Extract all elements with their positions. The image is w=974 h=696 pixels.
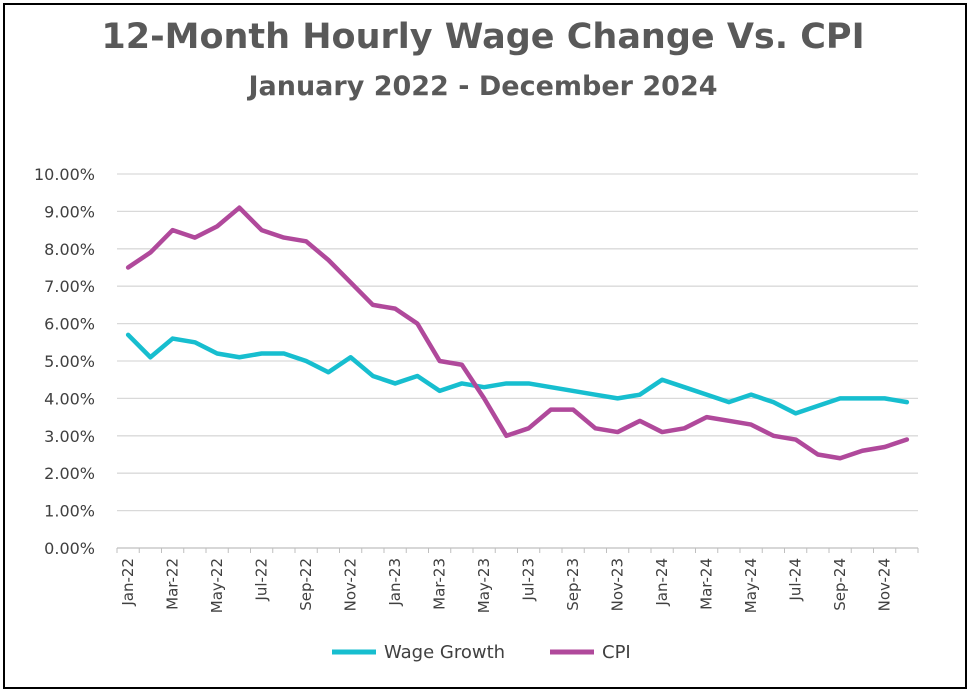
y-tick-label: 8.00%	[44, 240, 95, 259]
x-tick-label: Jan-23	[386, 558, 404, 607]
legend-label-wage-growth: Wage Growth	[384, 642, 505, 663]
x-tick-label: Jul-23	[520, 558, 538, 602]
x-tick-label: Mar-22	[164, 558, 182, 610]
series-line-cpi	[125, 205, 910, 461]
x-tick-label: Mar-23	[431, 558, 449, 610]
x-tick-label: May-24	[742, 558, 760, 613]
x-tick-label: Mar-24	[698, 558, 716, 610]
y-tick-label: 6.00%	[44, 315, 95, 334]
x-tick-label: Nov-23	[609, 558, 627, 611]
y-tick-label: 0.00%	[44, 539, 95, 558]
series-line-wage-growth	[125, 332, 910, 416]
y-tick-label: 7.00%	[44, 277, 95, 296]
y-tick-label: 5.00%	[44, 352, 95, 371]
y-tick-label: 3.00%	[44, 427, 95, 446]
chart-title: 12-Month Hourly Wage Change Vs. CPI	[101, 17, 864, 57]
chart-subtitle: January 2022 - December 2024	[246, 71, 717, 102]
legend: Wage Growth CPI	[332, 642, 631, 663]
x-tick-label: May-23	[475, 558, 493, 613]
x-tick-label: Jul-24	[787, 558, 805, 602]
x-tick-label: Nov-22	[342, 558, 360, 611]
y-axis: 0.00% 1.00% 2.00% 3.00% 4.00% 5.00% 6.00% 7.00%…	[34, 165, 95, 558]
y-tick-label: 9.00%	[44, 202, 95, 221]
series-lines	[125, 205, 910, 461]
gridlines	[117, 173, 918, 512]
x-tick-label: Sep-22	[297, 558, 315, 611]
x-tick-label: Sep-24	[831, 558, 849, 611]
x-tick-label: Jul-22	[253, 558, 271, 602]
x-tick-label: Sep-23	[564, 558, 582, 611]
y-tick-label: 1.00%	[44, 502, 95, 521]
x-tick-label: Nov-24	[876, 558, 894, 611]
y-tick-label: 2.00%	[44, 464, 95, 483]
y-tick-label: 4.00%	[44, 389, 95, 408]
legend-label-cpi: CPI	[602, 642, 631, 663]
y-tick-label: 10.00%	[34, 165, 95, 184]
x-tick-label: Jan-24	[653, 558, 671, 607]
x-tick-label: May-22	[208, 558, 226, 613]
x-tick-label: Jan-22	[119, 558, 137, 607]
x-axis: Jan-22 Mar-22 May-22 Jul-22 Sep-22 Nov-22 Jan-…	[116, 547, 919, 613]
